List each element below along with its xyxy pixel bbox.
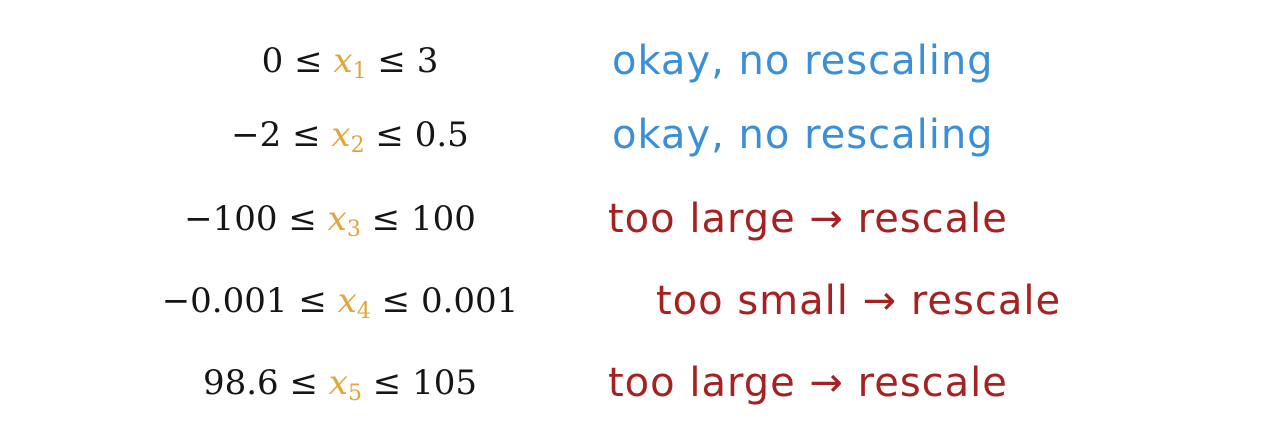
note-x1: okay, no rescaling bbox=[612, 38, 994, 84]
variable-subscript: 4 bbox=[356, 299, 371, 324]
leq-symbol: ≤ bbox=[298, 281, 327, 321]
variable: x2 bbox=[331, 115, 365, 158]
row-x2: −2 ≤ x2 ≤ 0.5 okay, no rescaling bbox=[0, 100, 1282, 170]
leq-symbol: ≤ bbox=[288, 199, 317, 239]
variable-letter: x bbox=[331, 115, 351, 155]
leq-symbol: ≤ bbox=[381, 281, 411, 321]
leq-symbol: ≤ bbox=[375, 115, 404, 155]
lower-bound: −0.001 bbox=[161, 281, 288, 321]
upper-bound: 0.001 bbox=[420, 281, 519, 321]
leq-symbol: ≤ bbox=[371, 199, 401, 239]
leq-symbol: ≤ bbox=[289, 363, 318, 403]
lower-bound: 0 bbox=[261, 41, 284, 81]
inequality-x4: −0.001 ≤ x4 ≤ 0.001 bbox=[140, 266, 540, 336]
note-x5: too large → rescale bbox=[608, 360, 1008, 406]
variable-letter: x bbox=[333, 41, 353, 81]
variable: x1 bbox=[333, 41, 367, 84]
lower-bound: 98.6 bbox=[202, 363, 279, 403]
variable-subscript: 2 bbox=[350, 133, 365, 158]
lower-bound: −100 bbox=[184, 199, 278, 239]
row-x4: −0.001 ≤ x4 ≤ 0.001 too small → rescale bbox=[0, 266, 1282, 336]
inequality-x3: −100 ≤ x3 ≤ 100 bbox=[160, 184, 500, 254]
note-x2: okay, no rescaling bbox=[612, 112, 994, 158]
note-x3: too large → rescale bbox=[608, 196, 1008, 242]
note-x4: too small → rescale bbox=[656, 278, 1062, 324]
variable-subscript: 3 bbox=[346, 217, 361, 242]
lower-bound: −2 bbox=[231, 115, 282, 155]
row-x1: 0 ≤ x1 ≤ 3 okay, no rescaling bbox=[0, 26, 1282, 96]
upper-bound: 100 bbox=[410, 199, 476, 239]
upper-bound: 0.5 bbox=[414, 115, 469, 155]
variable-letter: x bbox=[328, 363, 348, 403]
variable: x4 bbox=[337, 281, 371, 324]
variable: x5 bbox=[328, 363, 362, 406]
variable-subscript: 5 bbox=[347, 381, 362, 406]
inequality-x2: −2 ≤ x2 ≤ 0.5 bbox=[200, 100, 500, 170]
leq-symbol: ≤ bbox=[292, 115, 321, 155]
leq-symbol: ≤ bbox=[377, 41, 406, 81]
upper-bound: 3 bbox=[416, 41, 439, 81]
variable-letter: x bbox=[337, 281, 357, 321]
row-x3: −100 ≤ x3 ≤ 100 too large → rescale bbox=[0, 184, 1282, 254]
inequality-x1: 0 ≤ x1 ≤ 3 bbox=[200, 26, 500, 96]
variable-subscript: 1 bbox=[352, 59, 367, 84]
leq-symbol: ≤ bbox=[294, 41, 323, 81]
variable-letter: x bbox=[327, 199, 347, 239]
leq-symbol: ≤ bbox=[372, 363, 402, 403]
upper-bound: 105 bbox=[412, 363, 478, 403]
variable: x3 bbox=[327, 199, 361, 242]
row-x5: 98.6 ≤ x5 ≤ 105 too large → rescale bbox=[0, 348, 1282, 418]
inequality-x5: 98.6 ≤ x5 ≤ 105 bbox=[180, 348, 500, 418]
